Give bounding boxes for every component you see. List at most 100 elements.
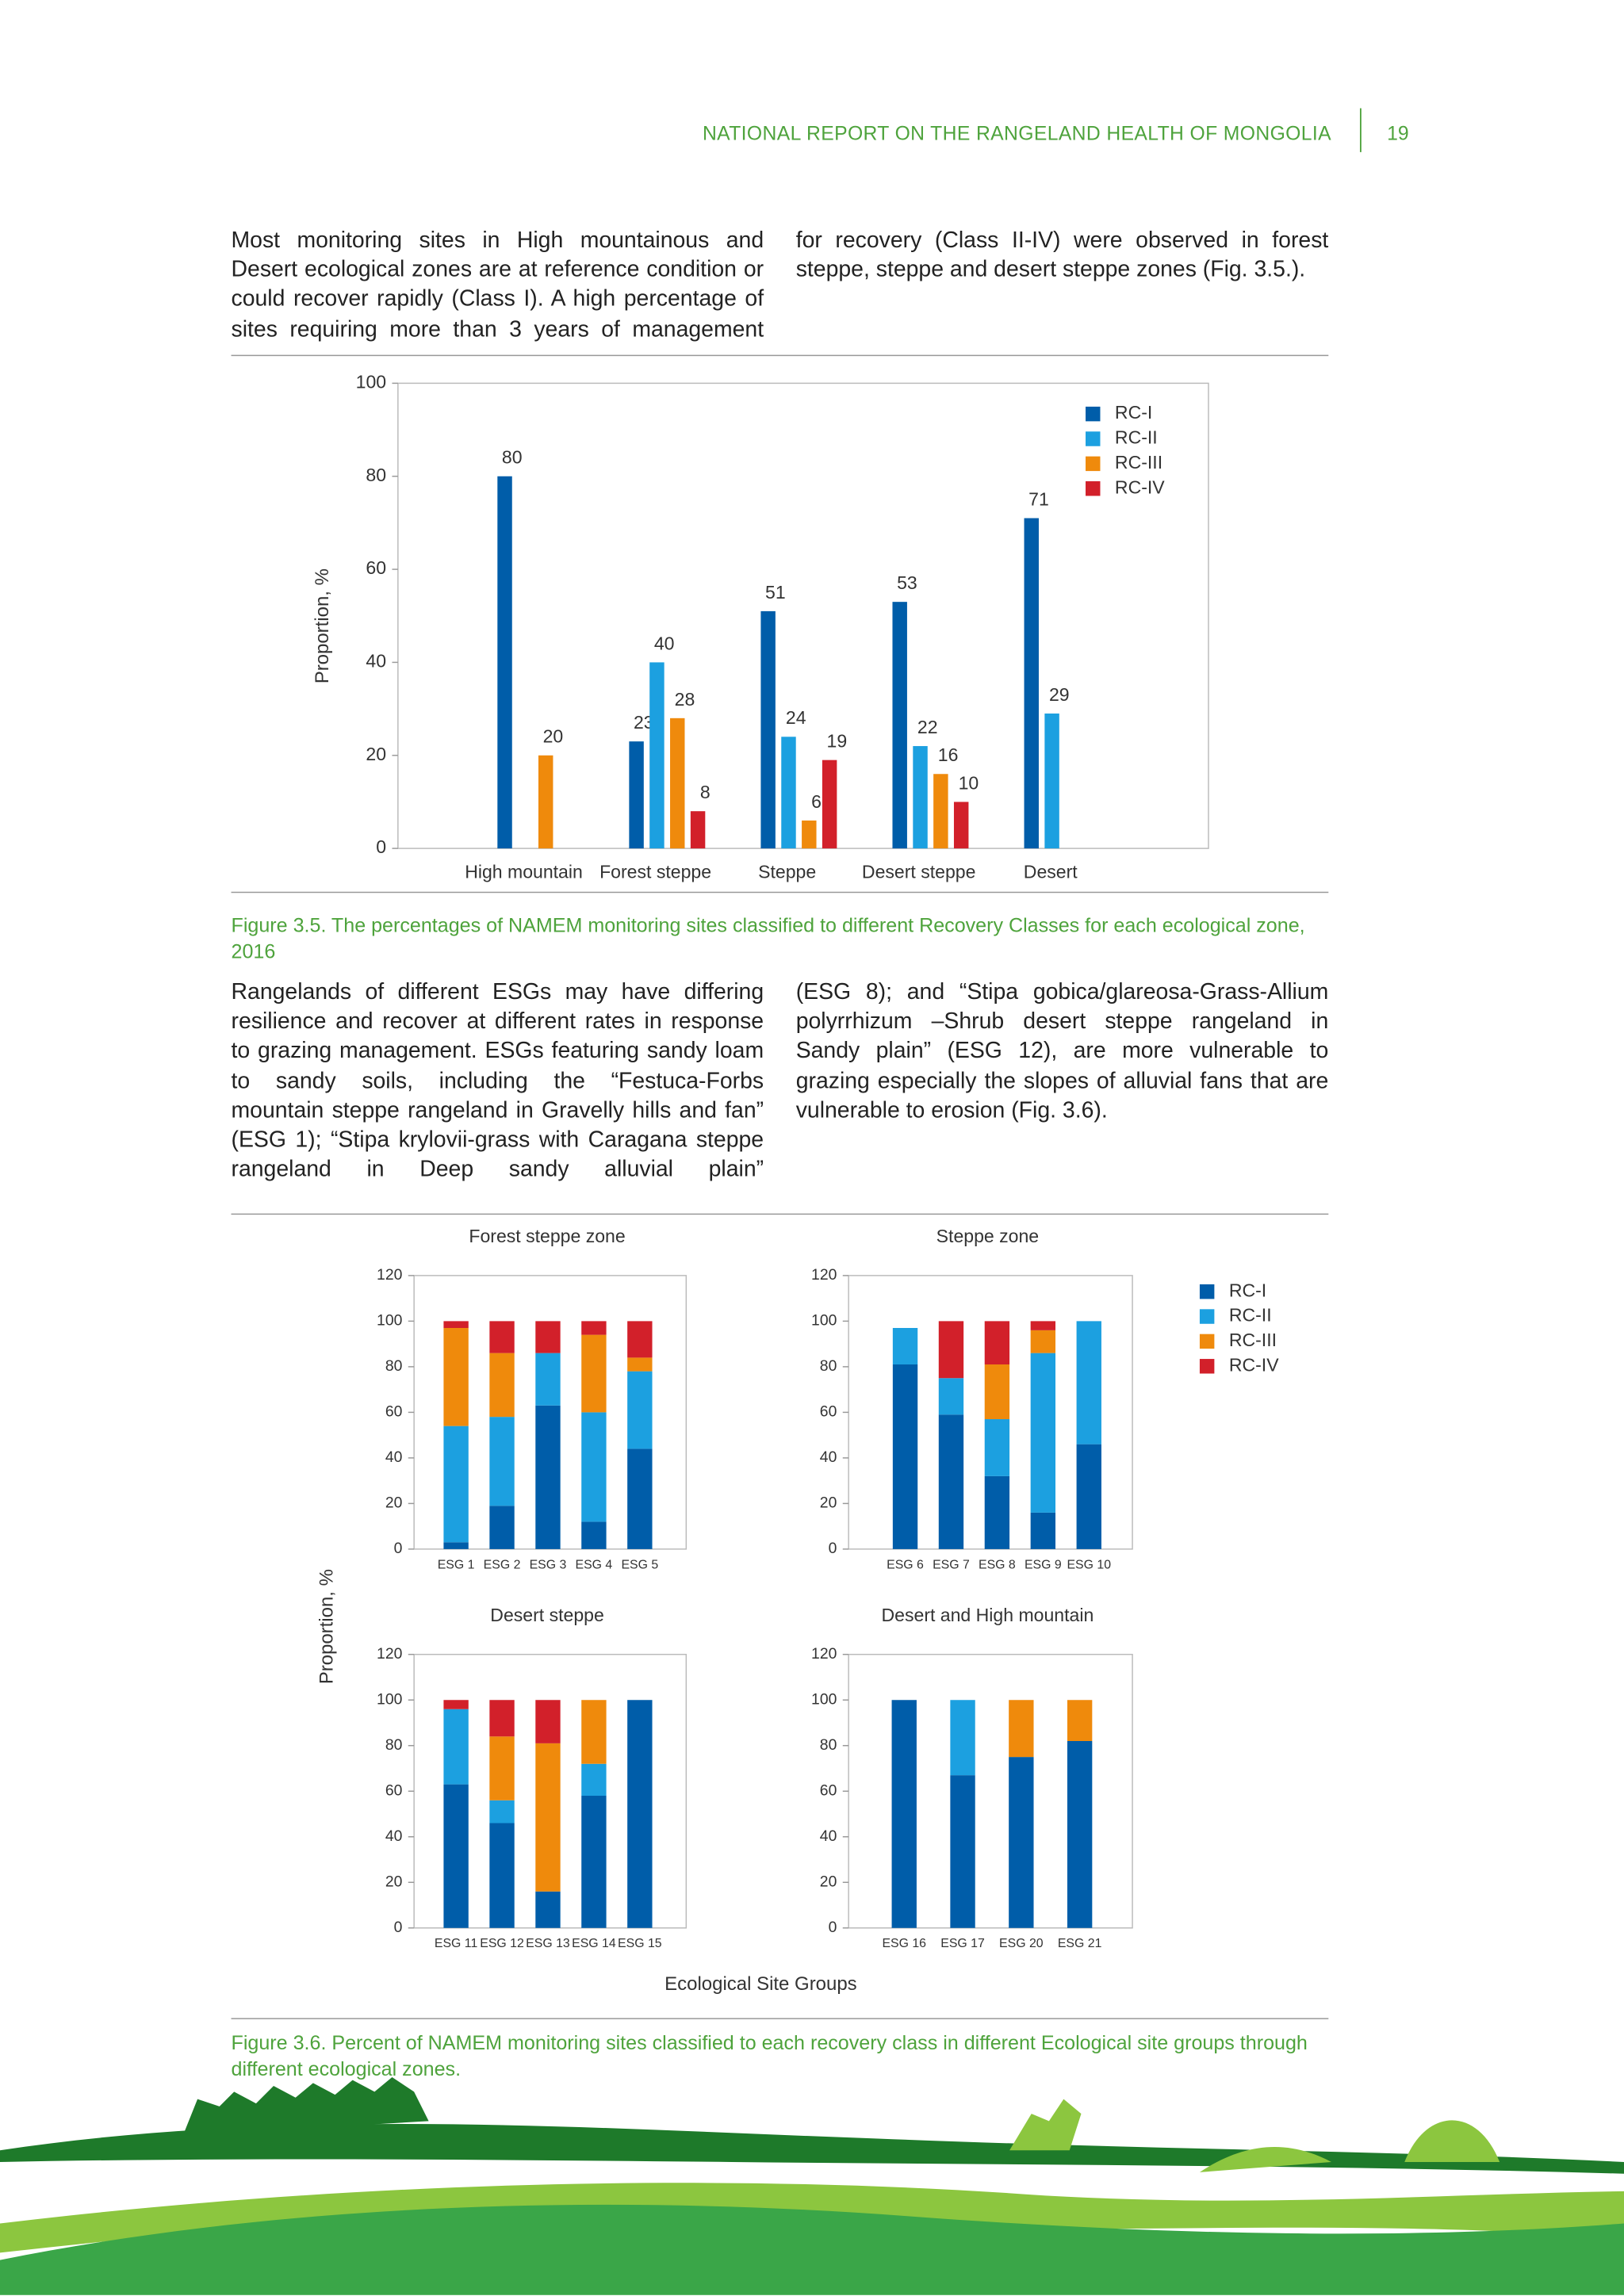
- y-tick-label: 20: [820, 1873, 837, 1890]
- bar: [892, 602, 907, 849]
- bar-segment: [489, 1700, 515, 1737]
- bar-segment: [443, 1784, 469, 1928]
- bar-segment: [443, 1700, 469, 1709]
- bar-segment: [535, 1405, 561, 1549]
- bar-segment: [627, 1448, 653, 1549]
- bar-segment: [443, 1425, 469, 1543]
- bar: [822, 760, 837, 849]
- x-tick-label: ESG 20: [999, 1937, 1044, 1950]
- bar-segment: [489, 1353, 515, 1418]
- legend-label: RC-I: [1115, 402, 1152, 423]
- legend-swatch: [1086, 481, 1101, 496]
- x-tick-label: ESG 14: [572, 1937, 616, 1950]
- y-axis-label: Proportion, %: [316, 1569, 338, 1684]
- y-tick-label: 120: [377, 1266, 403, 1284]
- y-tick-label: 100: [377, 1311, 403, 1329]
- bar-segment: [1030, 1321, 1056, 1330]
- legend-label: RC-IV: [1229, 1354, 1279, 1375]
- x-tick-label: ESG 17: [940, 1937, 985, 1950]
- legend-swatch: [1086, 406, 1101, 422]
- bar-segment: [489, 1800, 515, 1823]
- data-label: 53: [897, 572, 917, 593]
- bar-segment: [489, 1823, 515, 1928]
- bar-segment: [581, 1321, 607, 1335]
- bar-segment: [984, 1364, 1010, 1420]
- x-axis-label: Ecological Site Groups: [665, 1973, 856, 1995]
- bar-segment: [443, 1709, 469, 1785]
- data-label: 22: [917, 717, 938, 737]
- x-tick-label: ESG 21: [1058, 1937, 1102, 1950]
- legend-label: RC-I: [1229, 1280, 1266, 1300]
- bar: [497, 476, 512, 849]
- bar-segment: [581, 1763, 607, 1797]
- x-tick-label: High mountain: [465, 862, 583, 882]
- paragraph: Rangelands of different ESGs may have di…: [231, 980, 764, 1183]
- bar: [538, 755, 553, 849]
- legend-swatch: [1199, 1359, 1215, 1374]
- legend-swatch: [1086, 456, 1101, 472]
- y-tick-label: 0: [829, 1540, 837, 1557]
- x-tick-label: ESG 11: [435, 1937, 478, 1950]
- bar-segment: [581, 1796, 607, 1928]
- data-label: 19: [827, 731, 848, 752]
- paragraph: for recovery (Class II-IV) were observed…: [795, 228, 1329, 283]
- panel-title: Desert and High mountain: [882, 1605, 1094, 1625]
- y-tick-label: 0: [376, 836, 386, 857]
- bar: [1044, 713, 1059, 849]
- bar-segment: [535, 1321, 561, 1353]
- bar-segment: [938, 1414, 964, 1549]
- bar-segment: [950, 1775, 975, 1928]
- bar-segment: [938, 1378, 964, 1415]
- caravan: [182, 2076, 429, 2136]
- x-tick-label: Desert steppe: [862, 862, 975, 882]
- bar-segment: [581, 1521, 607, 1549]
- bar: [760, 610, 776, 849]
- bar: [649, 662, 665, 849]
- bar-segment: [443, 1542, 469, 1549]
- y-tick-label: 60: [385, 1403, 403, 1421]
- bar-segment: [627, 1371, 653, 1449]
- data-label: 24: [786, 707, 806, 728]
- children: [1009, 2099, 1082, 2151]
- panel-title: Desert steppe: [490, 1605, 603, 1625]
- data-label: 6: [811, 791, 822, 812]
- bar-segment: [535, 1891, 561, 1928]
- bar: [933, 774, 948, 849]
- data-label: 29: [1049, 684, 1070, 705]
- bar-segment: [627, 1321, 653, 1358]
- bar-segment: [1076, 1444, 1101, 1549]
- x-tick-label: ESG 4: [576, 1558, 613, 1571]
- legend-swatch: [1199, 1309, 1215, 1324]
- figure-caption: Figure 3.5. The percentages of NAMEM mon…: [231, 914, 1305, 963]
- yurts: [1199, 2120, 1500, 2172]
- x-tick-label: ESG 7: [933, 1558, 970, 1571]
- data-label: 16: [938, 744, 959, 765]
- data-label: 80: [502, 447, 523, 468]
- bar-segment: [443, 1321, 469, 1329]
- y-tick-label: 40: [820, 1827, 837, 1845]
- y-tick-label: 0: [394, 1919, 403, 1936]
- bar-segment: [627, 1700, 653, 1928]
- x-tick-label: Forest steppe: [599, 862, 711, 882]
- panel-title: Steppe zone: [936, 1226, 1039, 1246]
- bar-segment: [581, 1412, 607, 1522]
- bar: [781, 737, 796, 849]
- y-tick-label: 80: [385, 1357, 403, 1375]
- bar-segment: [535, 1700, 561, 1743]
- x-tick-label: ESG 9: [1025, 1558, 1062, 1571]
- y-tick-label: 100: [811, 1690, 837, 1708]
- bar: [690, 811, 706, 849]
- bar-segment: [535, 1743, 561, 1892]
- y-tick-label: 0: [829, 1919, 837, 1936]
- bar-segment: [984, 1475, 1010, 1549]
- y-tick-label: 40: [366, 651, 386, 672]
- x-tick-label: ESG 8: [979, 1558, 1016, 1571]
- x-tick-label: ESG 6: [887, 1558, 924, 1571]
- y-tick-label: 20: [385, 1873, 403, 1890]
- legend-swatch: [1199, 1284, 1215, 1299]
- bar-segment: [489, 1506, 515, 1549]
- y-tick-label: 0: [394, 1540, 403, 1557]
- y-tick-label: 100: [356, 371, 386, 392]
